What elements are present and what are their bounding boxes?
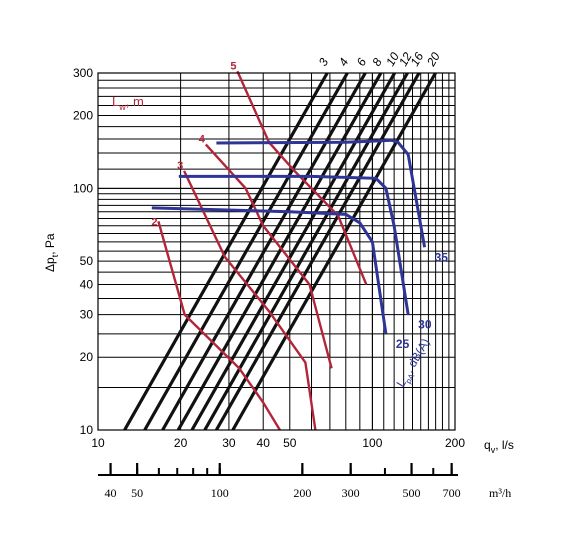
velocity-line xyxy=(190,73,397,430)
y-axis-label: Δpt, Pa xyxy=(43,233,60,272)
velocity-line xyxy=(176,73,383,430)
velocity-line xyxy=(123,73,329,430)
velocity-lines xyxy=(123,73,437,430)
lpa-curve xyxy=(216,138,427,248)
velocity-label: 6 xyxy=(354,55,370,68)
velocity-line xyxy=(214,73,421,430)
y-tick-label: 40 xyxy=(80,277,94,291)
lpa-curves xyxy=(151,138,427,335)
secondary-tick-label: 300 xyxy=(342,486,360,500)
y-tick-label: 200 xyxy=(73,109,93,123)
velocity-line xyxy=(143,73,349,430)
secondary-tick-label: 100 xyxy=(211,486,229,500)
velocity-line xyxy=(231,73,437,430)
lpa-curve-label: 25 xyxy=(396,337,410,351)
lwm-curve-label: 5 xyxy=(230,60,236,72)
secondary-axis: 40 50 100 200 300 500 700 m³/h xyxy=(98,463,511,500)
plot-frame xyxy=(97,72,456,431)
velocity-label: 12 xyxy=(396,50,415,69)
velocity-label: 10 xyxy=(383,50,402,69)
lwm-curve-label: 2 xyxy=(151,216,157,228)
lwm-curve-label: 4 xyxy=(199,133,206,145)
secondary-tick-label: 40 xyxy=(105,486,117,500)
velocity-label: 20 xyxy=(423,50,442,70)
velocity-label: 4 xyxy=(336,55,352,68)
y-tick-label: 50 xyxy=(80,254,94,268)
x-tick-label: 200 xyxy=(445,436,465,450)
velocity-line xyxy=(203,73,409,430)
y-tick-label: 20 xyxy=(80,350,94,364)
x-tick-label: 10 xyxy=(91,436,105,450)
secondary-axis-unit: m³/h xyxy=(489,486,511,500)
lwm-curve-label: 3 xyxy=(177,160,183,172)
x-tick-label: 30 xyxy=(222,436,236,450)
y-tick-label: 30 xyxy=(80,308,94,322)
secondary-tick-label: 500 xyxy=(403,486,421,500)
velocity-label: 3 xyxy=(316,55,332,68)
lwm-curve xyxy=(204,143,333,369)
x-tick-label: 100 xyxy=(362,436,382,450)
lwm-curve xyxy=(183,170,317,431)
grid xyxy=(97,72,456,431)
x-axis-label: qv, l/s xyxy=(484,438,514,455)
lpa-curve-label: 30 xyxy=(418,318,432,332)
y-tick-label: 100 xyxy=(73,181,93,195)
x-tick-label: 20 xyxy=(174,436,188,450)
x-tick-label: 40 xyxy=(257,436,271,450)
x-tick-label: 50 xyxy=(283,436,297,450)
lpa-curve-label: 35 xyxy=(435,250,449,264)
lwm-title: Lw, m xyxy=(112,94,144,112)
lwm-curve xyxy=(236,70,368,285)
y-tick-label: 10 xyxy=(80,423,94,437)
velocity-label: 16 xyxy=(407,50,426,69)
axes xyxy=(97,72,456,431)
secondary-tick-label: 200 xyxy=(293,486,311,500)
y-tick-label: 300 xyxy=(73,66,93,80)
velocity-line xyxy=(161,73,367,430)
lwm-curves xyxy=(157,70,368,431)
lpa-curve xyxy=(178,174,410,315)
lwm-curve xyxy=(157,220,281,431)
secondary-tick-label: 700 xyxy=(443,486,461,500)
secondary-tick-label: 50 xyxy=(131,486,143,500)
lpa-curve xyxy=(151,206,388,335)
